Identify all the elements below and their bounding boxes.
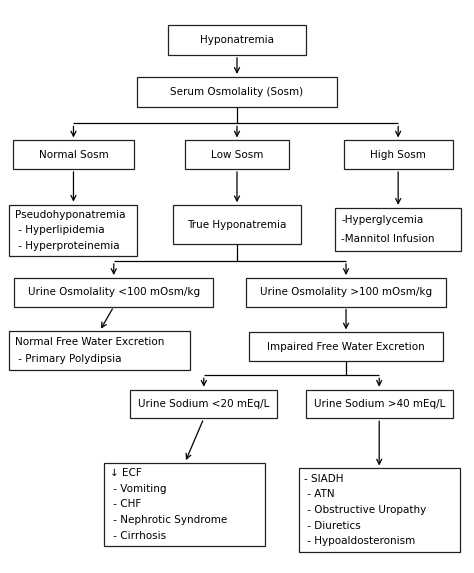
FancyBboxPatch shape [344,140,453,169]
Text: Serum Osmolality (Sosm): Serum Osmolality (Sosm) [171,87,303,97]
FancyBboxPatch shape [14,278,213,307]
FancyBboxPatch shape [104,463,265,545]
Text: Hyponatremia: Hyponatremia [200,35,274,45]
Text: - Hyperproteinemia: - Hyperproteinemia [15,241,120,251]
Text: Urine Osmolality <100 mOsm/kg: Urine Osmolality <100 mOsm/kg [27,287,200,297]
FancyBboxPatch shape [246,278,446,307]
Text: High Sosm: High Sosm [370,150,426,160]
Text: - CHF: - CHF [110,499,141,509]
Text: -Mannitol Infusion: -Mannitol Infusion [341,234,435,244]
Text: - Cirrhosis: - Cirrhosis [110,531,166,540]
FancyBboxPatch shape [13,140,134,169]
Text: Pseudohyponatremia: Pseudohyponatremia [15,210,126,219]
FancyBboxPatch shape [185,140,289,169]
FancyBboxPatch shape [137,77,337,107]
Text: - Hyperlipidemia: - Hyperlipidemia [15,225,105,236]
Text: Normal Sosm: Normal Sosm [38,150,109,160]
Text: -Hyperglycemia: -Hyperglycemia [341,215,423,225]
Text: - Nephrotic Syndrome: - Nephrotic Syndrome [110,515,227,525]
FancyBboxPatch shape [130,390,277,418]
FancyBboxPatch shape [173,205,301,244]
Text: Normal Free Water Excretion: Normal Free Water Excretion [15,337,164,347]
Text: True Hyponatremia: True Hyponatremia [187,219,287,230]
Text: Urine Sodium >40 mEq/L: Urine Sodium >40 mEq/L [313,399,445,409]
Text: - Diuretics: - Diuretics [304,521,361,531]
FancyBboxPatch shape [299,469,460,551]
Text: Urine Osmolality >100 mOsm/kg: Urine Osmolality >100 mOsm/kg [260,287,432,297]
Text: Low Sosm: Low Sosm [211,150,263,160]
FancyBboxPatch shape [168,25,306,55]
Text: Impaired Free Water Excretion: Impaired Free Water Excretion [267,342,425,352]
FancyBboxPatch shape [9,331,190,370]
Text: - Primary Polydipsia: - Primary Polydipsia [15,354,122,364]
Text: - SIADH: - SIADH [304,474,344,484]
Text: - Hypoaldosteronism: - Hypoaldosteronism [304,536,416,546]
FancyBboxPatch shape [249,332,443,361]
FancyBboxPatch shape [306,390,453,418]
FancyBboxPatch shape [336,208,461,251]
Text: - Obstructive Uropathy: - Obstructive Uropathy [304,505,427,515]
Text: Urine Sodium <20 mEq/L: Urine Sodium <20 mEq/L [138,399,270,409]
Text: - ATN: - ATN [304,489,335,499]
Text: - Vomiting: - Vomiting [110,484,166,493]
FancyBboxPatch shape [9,205,137,256]
Text: ↓ ECF: ↓ ECF [110,468,142,478]
